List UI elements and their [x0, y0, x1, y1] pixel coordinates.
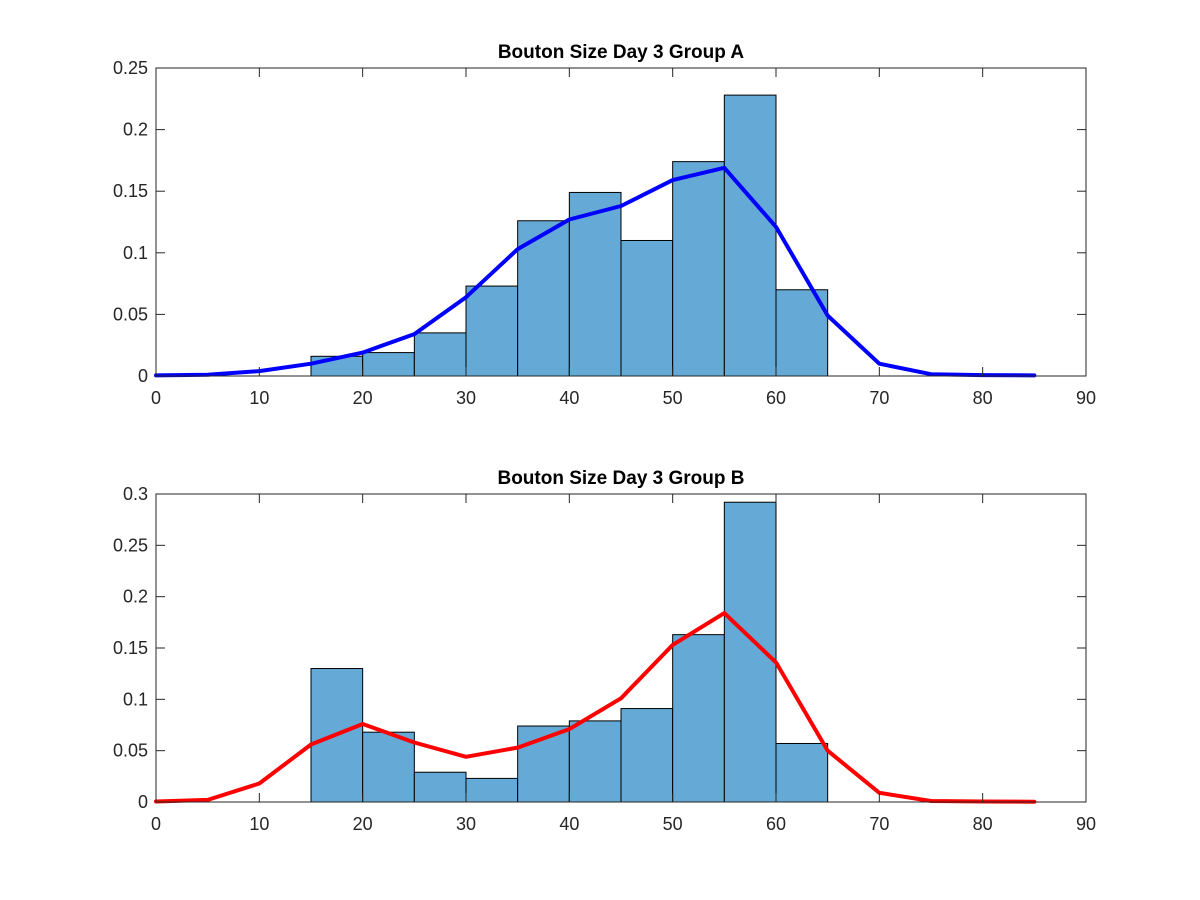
- histogram-bar: [620, 239, 674, 377]
- x-tick-label: 20: [353, 388, 373, 408]
- x-tick-label: 10: [249, 814, 269, 834]
- chart-group-a: 0 10 20 30 40 50 60 70 80 90 0 0.05 0.1 0.15 0.2 0.25 Bo…: [113, 42, 1096, 408]
- y-tick-label: 0.25: [113, 535, 148, 555]
- y-tick-label: 0.05: [113, 304, 148, 324]
- x-tick-label: 0: [151, 388, 161, 408]
- x-tick-label: 10: [249, 388, 269, 408]
- chart-title: Bouton Size Day 3 Group B: [497, 468, 744, 489]
- histogram-bar: [672, 161, 725, 377]
- axes-box: [155, 67, 1087, 377]
- chart-group-b: 0 10 20 30 40 50 60 70 80 90 0 0.05 0.1 0.15 0.2 0.25 0.…: [113, 468, 1096, 834]
- chart-title: Bouton Size Day 3 Group A: [498, 42, 745, 63]
- y-tick-label: 0.1: [123, 243, 148, 263]
- histogram-bar: [413, 332, 467, 377]
- histogram-bar: [413, 771, 467, 803]
- histogram-bar: [568, 191, 622, 377]
- x-tick-label: 50: [663, 814, 683, 834]
- x-tick-label: 30: [456, 814, 476, 834]
- histogram-bar: [723, 94, 777, 377]
- histogram-bar: [517, 220, 570, 377]
- y-tick-label: 0.2: [123, 587, 148, 607]
- density-line: [154, 611, 1037, 804]
- histogram-bar: [465, 777, 519, 803]
- x-tick-label: 80: [973, 814, 993, 834]
- x-tick-label: 60: [766, 814, 786, 834]
- histogram-bar: [568, 720, 622, 803]
- x-tick-label: 90: [1076, 814, 1096, 834]
- histogram-bar: [465, 285, 519, 377]
- histogram-bar: [362, 731, 415, 803]
- x-tick-label: 0: [151, 814, 161, 834]
- y-tick-label: 0.15: [113, 638, 148, 658]
- histogram-bar: [775, 742, 829, 803]
- y-tick-label: 0.1: [123, 689, 148, 709]
- x-tick-label: 50: [663, 388, 683, 408]
- y-tick-label: 0.25: [113, 58, 148, 78]
- x-tick-label: 20: [353, 814, 373, 834]
- y-tick-label: 0.2: [123, 120, 148, 140]
- x-tick-label: 90: [1076, 388, 1096, 408]
- histogram-bar: [723, 501, 777, 803]
- histogram-bar: [672, 634, 725, 803]
- x-tick-label: 70: [869, 388, 889, 408]
- y-tick-label: 0.15: [113, 181, 148, 201]
- histogram-bar: [620, 708, 674, 803]
- y-tick-label: 0.05: [113, 741, 148, 761]
- y-tick-label: 0: [138, 366, 148, 386]
- x-tick-label: 70: [869, 814, 889, 834]
- density-line: [154, 165, 1037, 378]
- y-tick-label: 0: [138, 792, 148, 812]
- x-tick-label: 40: [559, 814, 579, 834]
- x-tick-label: 40: [559, 388, 579, 408]
- y-tick-label: 0.3: [123, 484, 148, 504]
- x-tick-label: 60: [766, 388, 786, 408]
- histogram-bar: [362, 352, 415, 377]
- x-tick-label: 80: [973, 388, 993, 408]
- x-tick-label: 30: [456, 388, 476, 408]
